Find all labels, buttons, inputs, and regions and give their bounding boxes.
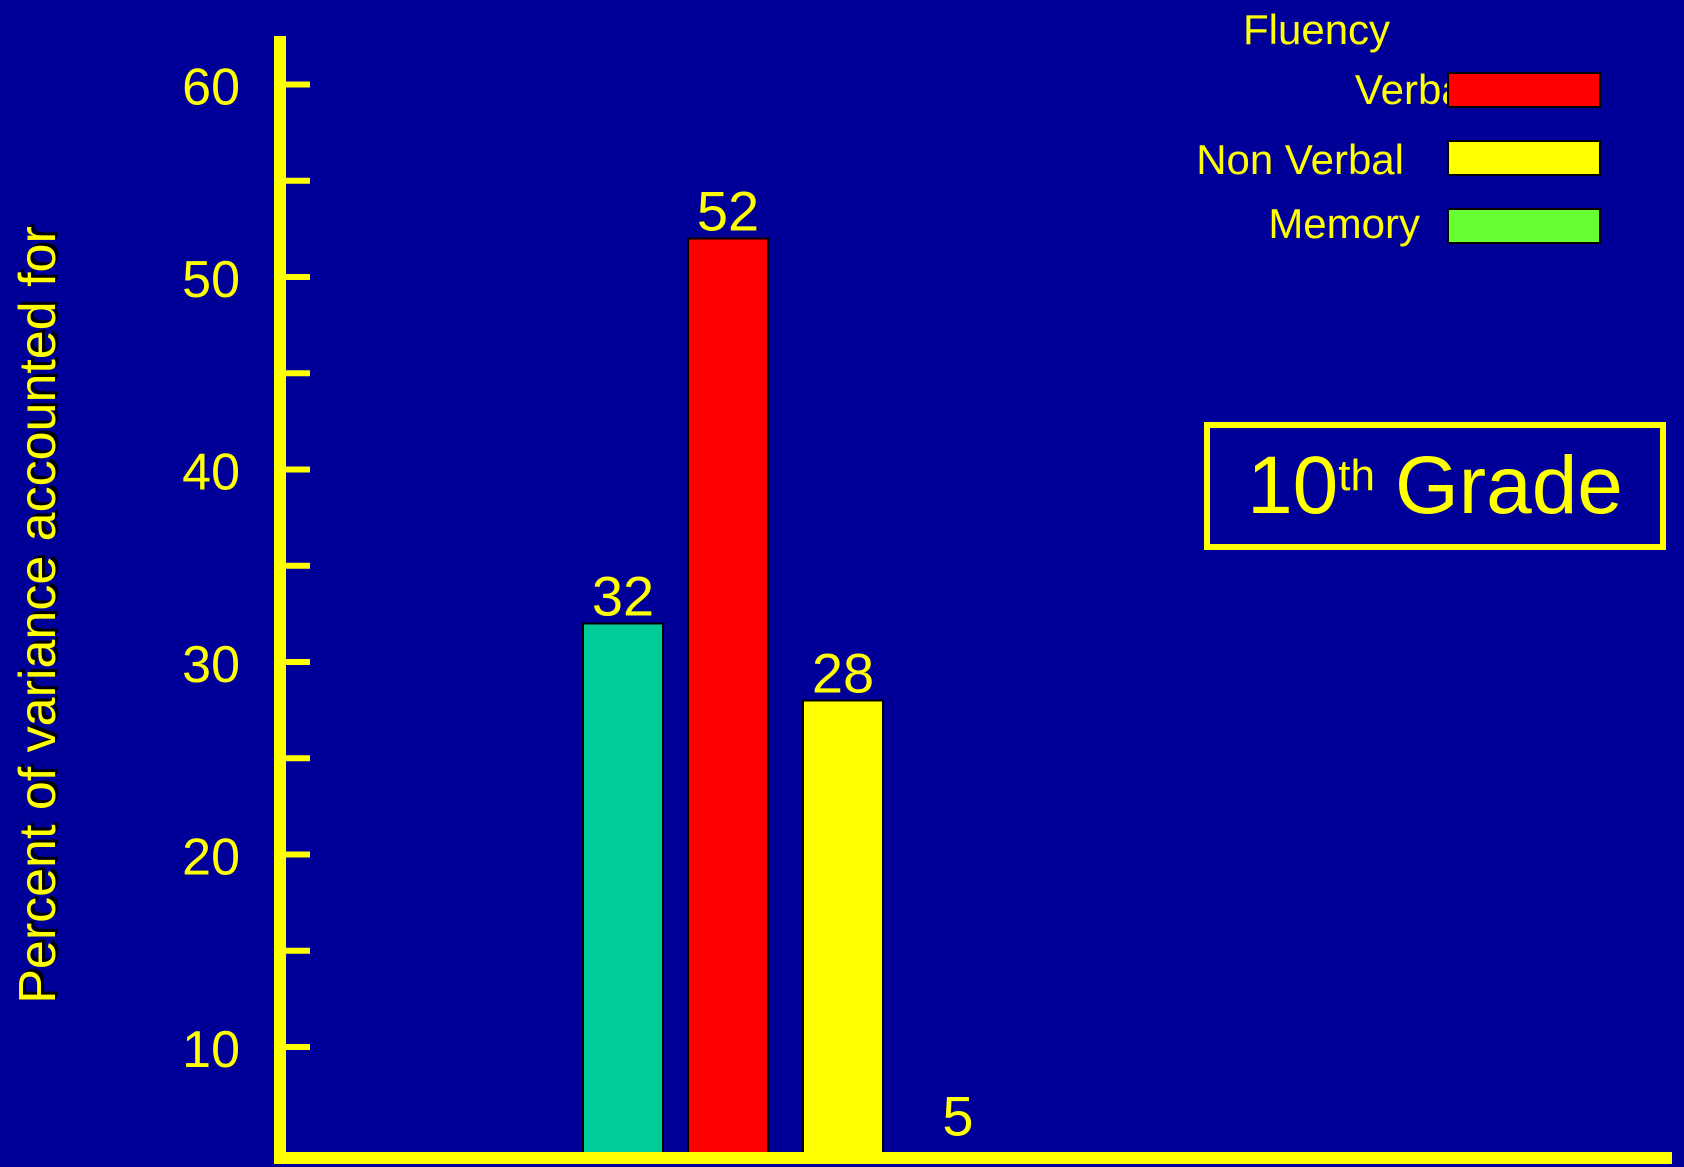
grade-number: 10 xyxy=(1247,440,1339,531)
y-axis-ticks: 10 20 30 40 50 60 xyxy=(182,59,310,1079)
legend-heading: Fluency xyxy=(1243,6,1391,53)
y-tick-label-20: 20 xyxy=(182,829,240,887)
bar-3 xyxy=(802,699,884,1157)
legend-label-memory: Memory xyxy=(1268,200,1420,247)
bar-2 xyxy=(687,237,769,1157)
grade-suffix: th xyxy=(1338,451,1375,500)
bar-value-label-4: 5 xyxy=(942,1084,973,1147)
legend-label-non-verbal: Non Verbal xyxy=(1196,136,1404,183)
bar-1 xyxy=(582,622,664,1157)
bar-value-label-2: 52 xyxy=(697,180,759,243)
y-tick-label-60: 60 xyxy=(182,59,240,117)
legend-swatch-memory xyxy=(1447,208,1601,244)
bar-value-label-3: 28 xyxy=(812,642,874,705)
y-tick-label-10: 10 xyxy=(182,1021,240,1079)
bar-value-label-1: 32 xyxy=(592,565,654,628)
legend-swatch-verbal xyxy=(1447,72,1601,108)
y-tick-label-50: 50 xyxy=(182,251,240,309)
y-axis-label: Percent of variance accounted for xyxy=(9,226,67,1004)
y-tick-label-30: 30 xyxy=(182,636,240,694)
y-tick-label-40: 40 xyxy=(182,444,240,502)
y-axis-label-container: Percent of variance accounted for xyxy=(8,140,68,1090)
grade-word: Grade xyxy=(1395,440,1623,531)
bars-group xyxy=(582,237,884,1157)
legend-swatch-non-verbal xyxy=(1447,140,1601,176)
value-labels-group: 32 52 28 5 xyxy=(592,180,974,1148)
